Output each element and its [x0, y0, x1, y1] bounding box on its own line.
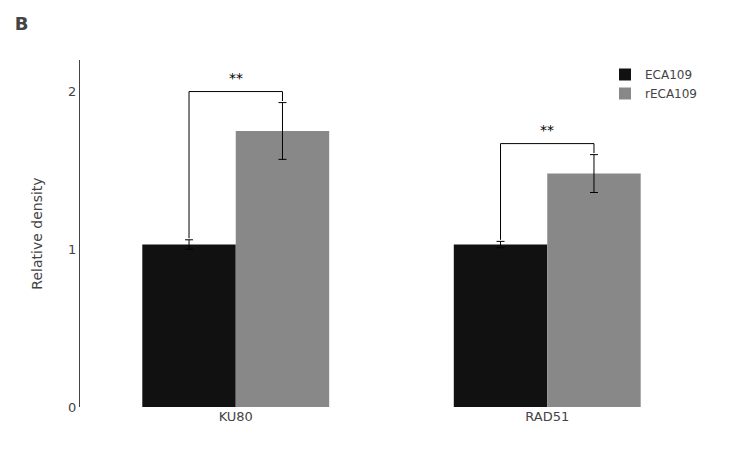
svg-text:2: 2 — [68, 84, 76, 99]
svg-text:**: ** — [229, 70, 243, 86]
svg-text:B: B — [15, 13, 29, 34]
svg-text:rECA109: rECA109 — [645, 87, 697, 101]
svg-text:0: 0 — [68, 400, 76, 415]
svg-text:RAD51: RAD51 — [525, 409, 569, 424]
svg-text:1: 1 — [68, 242, 76, 257]
svg-text:ECA109: ECA109 — [645, 68, 692, 82]
svg-text:KU80: KU80 — [219, 409, 253, 424]
svg-text:**: ** — [540, 122, 554, 138]
svg-text:Relative density: Relative density — [29, 177, 45, 289]
